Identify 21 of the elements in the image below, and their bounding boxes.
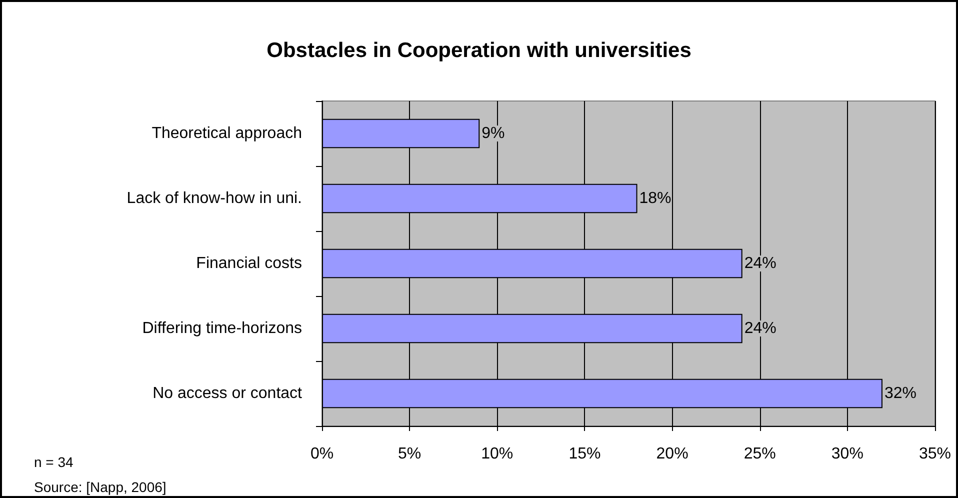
x-tick-label: 20%	[656, 446, 688, 462]
data-label: 24%	[744, 255, 776, 272]
y-tick-label: Theoretical approach	[152, 125, 302, 142]
x-tick-label: 15%	[568, 446, 601, 462]
x-tick-label: 35%	[918, 446, 952, 462]
text: n = 34	[34, 454, 74, 470]
data-label: 32%	[884, 385, 916, 402]
x-tick-label: 10%	[481, 446, 514, 462]
y-tick-label: Lack of know-how in uni.	[126, 190, 302, 207]
y-tick-label: No access or contact	[152, 385, 303, 402]
x-tick-label: 5%	[398, 446, 422, 462]
data-label: 24%	[744, 320, 776, 337]
y-tick-label: Financial costs	[196, 255, 302, 272]
data-label: 9%	[482, 125, 505, 142]
y-tick-label: Differing time-horizons	[142, 320, 302, 337]
chart-title: Obstacles in Cooperation with universities	[266, 39, 692, 62]
x-tick-label: 25%	[744, 446, 776, 462]
data-label: 18%	[639, 190, 672, 207]
x-tick-label: 30%	[831, 446, 864, 462]
x-tick-label: 0%	[310, 446, 334, 462]
source-note: Source: [Napp, 2006]	[34, 479, 166, 495]
